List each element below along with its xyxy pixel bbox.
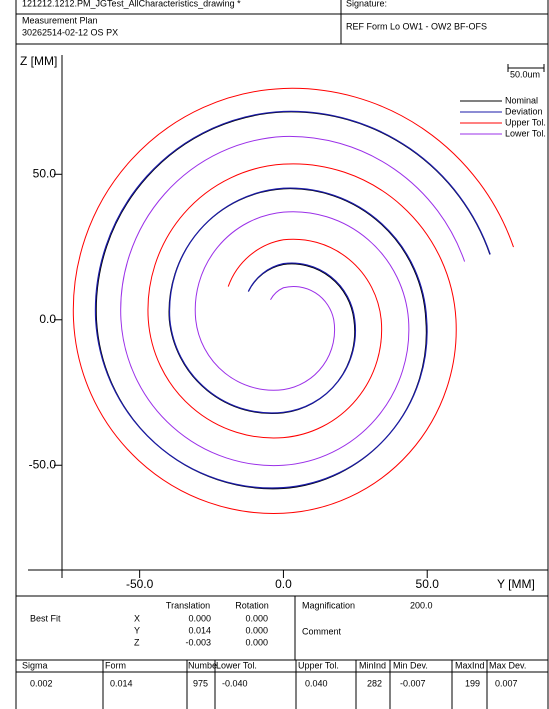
stat-value: 0.014 [110,678,133,688]
fit-value: 0.000 [245,613,268,623]
stat-header: Upper Tol. [298,660,339,670]
fit-value: 0.014 [188,625,211,635]
legend-label: Nominal [505,95,538,105]
scale-bar: 50.0um [507,64,545,79]
stat-value: -0.040 [222,678,248,688]
x-tick-label: 0.0 [275,577,292,591]
stat-value: 282 [367,678,382,688]
stat-value: 975 [193,678,208,688]
signature: Signature: [346,0,387,8]
stat-value: 0.002 [30,678,53,688]
stat-header: Min Dev. [393,660,428,670]
reference: REF Form Lo OW1 - OW2 BF-OFS [346,21,487,31]
curve [95,111,491,490]
legend-label: Lower Tol. [505,128,546,138]
legend-label: Upper Tol. [505,117,546,127]
curve [72,87,514,514]
curve [120,135,466,467]
plan-label: Measurement Plan [22,15,98,25]
y-tick-label: 50.0 [33,166,57,180]
stat-header: Max Dev. [489,660,526,670]
curve [94,110,491,489]
fit-value: -0.003 [185,637,211,647]
magnification-label: Magnification [302,600,355,610]
y-tick-label: -50.0 [29,457,57,471]
stat-value: -0.007 [400,678,426,688]
x-axis-title: Y [MM] [497,577,535,591]
legend-label: Deviation [505,106,543,116]
x-tick-label: -50.0 [126,577,154,591]
y-tick-label: 0.0 [39,312,56,326]
stat-header: Form [105,660,126,670]
stat-header: MaxInd [455,660,485,670]
axis-name: X [134,613,140,623]
x-tick-label: 50.0 [416,577,440,591]
axis-name: Y [134,625,140,635]
stat-header: Numbe [188,660,217,670]
stat-value: 199 [465,678,480,688]
axis-name: Z [134,637,140,647]
comment: Comment [302,626,342,636]
plan-id: 30262514-02-12 OS PX [22,27,118,37]
file-name: 121212.1212.PM_JGTest_AllCharacteristics… [22,0,241,8]
fit-value: 0.000 [188,613,211,623]
y-axis-title: Z [MM] [20,54,57,68]
stat-value: 0.007 [495,678,518,688]
fit-value: 0.000 [245,625,268,635]
stat-header: Sigma [22,660,48,670]
fit-header: Translation [166,600,210,610]
stat-header: MinInd [359,660,386,670]
fit-header: Rotation [235,600,269,610]
frame [15,0,549,709]
magnification: 200.0 [410,600,433,610]
stat-header: Lower Tol. [216,660,257,670]
stat-value: 0.040 [305,678,328,688]
fit-label: Best Fit [30,613,61,623]
scale-label: 50.0um [510,69,540,79]
fit-value: 0.000 [245,637,268,647]
